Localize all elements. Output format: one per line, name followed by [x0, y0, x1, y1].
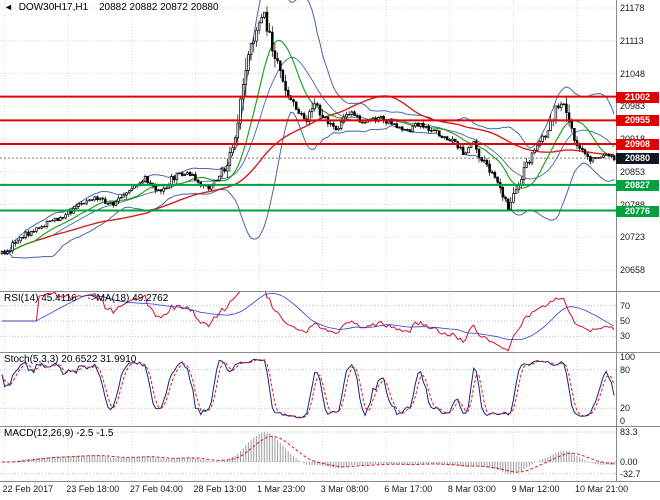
symbol-timeframe-label: DOW30H17,H1 — [18, 2, 89, 13]
rsi-label: RSI(14) 45.4116 — [4, 293, 77, 304]
stoch-label: Stoch(5,3,3) 20.6522 31.9910 — [4, 354, 137, 365]
back-arrow-icon[interactable]: ◄ — [4, 2, 13, 12]
macd-label: MACD(12,26,9) -2.5 -1.5 — [4, 428, 114, 439]
rsi-panel-title: RSI(14) 45.4116 ->MA(18) 49.2762 — [4, 293, 168, 304]
stoch-panel-title: Stoch(5,3,3) 20.6522 31.9910 — [4, 354, 136, 365]
rsi-ma-label: ->MA(18) 49.2762 — [87, 293, 169, 304]
chart-title: ◄ DOW30H17,H1 20882 20882 20872 20880 — [4, 2, 219, 13]
macd-panel-title: MACD(12,26,9) -2.5 -1.5 — [4, 428, 114, 439]
quote-ohlc-label: 20882 20882 20872 20880 — [98, 2, 219, 13]
